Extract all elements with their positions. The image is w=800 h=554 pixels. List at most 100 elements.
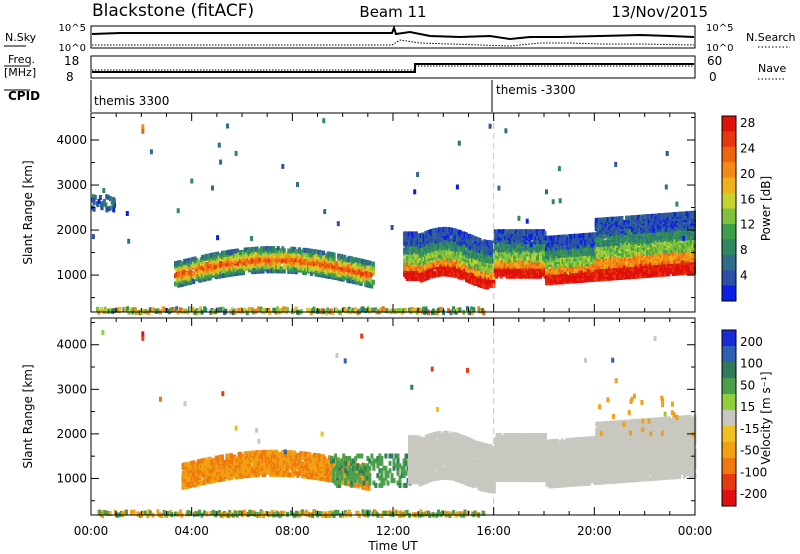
power-cell	[641, 226, 645, 232]
power-cell	[264, 264, 268, 270]
nave-tick-top: 60	[707, 54, 722, 68]
power-cell	[535, 237, 539, 243]
power-cell	[445, 227, 449, 232]
power-cell	[355, 257, 359, 263]
power-cell	[520, 229, 524, 235]
nave-tick-bottom: 0	[709, 70, 717, 84]
power-cell	[264, 250, 268, 256]
power-cell	[260, 262, 264, 268]
power-cell	[325, 261, 328, 267]
power-cell	[490, 270, 494, 276]
power-cell	[196, 259, 200, 265]
power-cell	[520, 271, 524, 277]
power-cell	[535, 255, 539, 261]
power-cell	[201, 254, 205, 260]
power-cell	[249, 265, 253, 271]
power-cell	[174, 273, 177, 279]
power-cell	[214, 272, 218, 278]
power-cell	[204, 266, 208, 272]
power-cell	[626, 270, 630, 276]
power-cell	[490, 242, 494, 248]
power-cell	[656, 264, 660, 269]
power-cell	[174, 261, 177, 267]
power-cell	[204, 262, 208, 268]
power-cells	[91, 118, 696, 316]
power-cell	[448, 237, 452, 243]
power-cell	[465, 232, 468, 238]
power-cell	[469, 271, 473, 276]
power-cell	[620, 216, 624, 221]
nsky-tick-top: 10^5	[59, 23, 86, 34]
power-cell	[415, 265, 419, 271]
freq-panel: Freq. [MHz] 18 8 Nave 60 0	[4, 53, 786, 84]
power-cell	[118, 306, 122, 312]
power-cell	[596, 276, 600, 282]
power-cell	[322, 250, 325, 256]
power-cell	[282, 268, 286, 274]
freq-trace	[92, 63, 694, 73]
power-cell	[371, 261, 375, 267]
power-cell	[332, 252, 336, 258]
power-cell	[187, 266, 191, 271]
power-cell	[279, 248, 283, 254]
freq-label-2: [MHz]	[4, 66, 36, 79]
power-cell	[430, 237, 434, 243]
power-cell	[581, 259, 585, 265]
power-cell	[282, 248, 286, 254]
cpid-entry-2: themis -3300	[496, 83, 576, 97]
nsearch-trace	[92, 39, 695, 47]
power-cell	[309, 248, 313, 254]
power-cell	[498, 229, 502, 235]
power-cell	[249, 253, 253, 259]
power-cell	[174, 281, 177, 287]
cpid-entry-1: themis 3300	[94, 94, 169, 108]
power-cell	[445, 231, 449, 236]
freq-tick-bottom: 8	[66, 70, 74, 84]
power-cell	[294, 253, 298, 259]
power-cell	[551, 265, 554, 271]
power-cell	[294, 267, 298, 273]
power-cell	[641, 214, 645, 220]
power-cell	[641, 261, 645, 266]
power-cell	[475, 247, 479, 253]
power-cell	[460, 234, 464, 240]
power-cell	[460, 240, 464, 246]
power-cell	[505, 231, 509, 237]
power-cell	[656, 227, 660, 233]
power-cell	[415, 231, 419, 237]
power-cell	[279, 258, 283, 264]
power-cell	[231, 263, 235, 269]
power-cell	[329, 268, 333, 274]
station-title: Blackstone (fitACF)	[92, 1, 254, 21]
power-cell	[340, 270, 344, 276]
power-cell	[219, 271, 223, 277]
nsky-label: N.Sky	[5, 31, 37, 44]
power-cell	[314, 249, 318, 255]
power-cell	[626, 266, 630, 272]
power-cell	[535, 229, 539, 235]
power-cell	[519, 253, 523, 259]
power-cell	[192, 279, 196, 285]
power-cell	[370, 279, 374, 285]
power-cell	[236, 248, 239, 254]
power-cell	[458, 250, 462, 256]
power-cell	[234, 248, 238, 254]
power-cell	[371, 265, 375, 271]
power-cell	[505, 257, 509, 263]
power-cell	[340, 260, 344, 266]
power-cell	[187, 257, 191, 263]
power-cell	[220, 269, 224, 275]
nsky-panel: N.Sky 10^5 10^0 N.Search 10^5 10^0	[4, 23, 796, 54]
power-cell	[641, 234, 645, 240]
freq-tick-top: 18	[64, 54, 79, 68]
nsearch-tick-bottom: 10^0	[706, 43, 733, 54]
power-cell	[581, 233, 585, 239]
power-cell	[340, 266, 344, 272]
power-cell	[294, 249, 298, 254]
power-cell	[272, 258, 276, 264]
power-cell	[593, 232, 597, 238]
power-cell	[278, 262, 282, 268]
power-cell	[475, 267, 479, 273]
nsearch-label: N.Search	[746, 31, 796, 44]
